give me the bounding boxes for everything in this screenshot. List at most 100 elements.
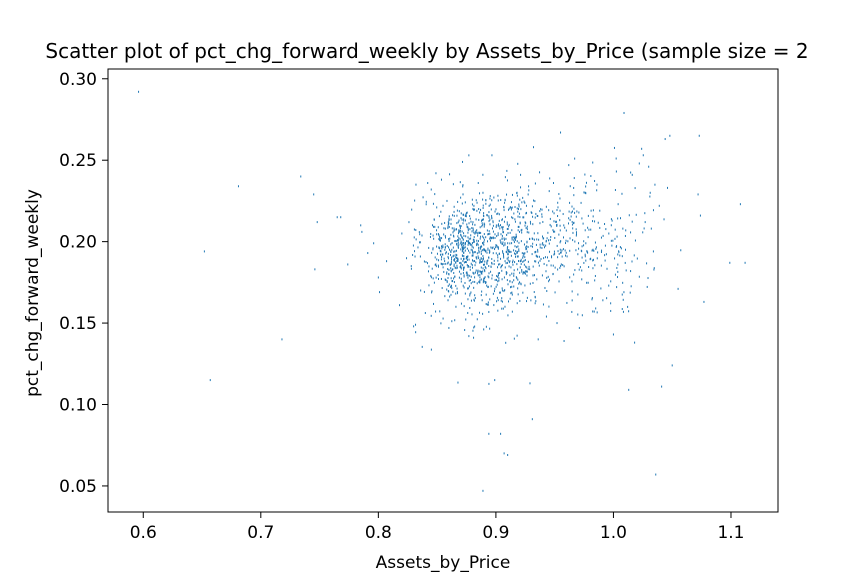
- data-point: [493, 196, 495, 199]
- data-point: [501, 234, 503, 237]
- data-point: [456, 228, 458, 231]
- data-point: [508, 225, 510, 228]
- data-point: [478, 218, 480, 221]
- data-point: [511, 285, 513, 288]
- data-point: [545, 270, 547, 273]
- data-point: [534, 200, 536, 203]
- data-point: [449, 295, 451, 298]
- data-point: [503, 276, 505, 279]
- data-point: [503, 220, 505, 223]
- data-point: [516, 192, 518, 195]
- x-tick-label: 0.7: [247, 523, 274, 543]
- data-point: [497, 234, 499, 237]
- data-point: [538, 264, 540, 267]
- data-point: [560, 240, 562, 243]
- data-point: [460, 280, 462, 283]
- data-point: [452, 183, 454, 186]
- data-point: [559, 219, 561, 222]
- data-point: [508, 261, 510, 264]
- data-point: [614, 228, 616, 231]
- data-point: [460, 240, 462, 243]
- data-point: [472, 229, 474, 232]
- data-point: [592, 267, 594, 270]
- data-point: [510, 207, 512, 210]
- data-point: [531, 237, 533, 240]
- data-point: [428, 284, 430, 287]
- data-point: [507, 232, 509, 235]
- data-point: [438, 238, 440, 241]
- data-point: [564, 226, 566, 229]
- data-point: [605, 228, 607, 231]
- data-point: [610, 239, 612, 242]
- data-point: [463, 247, 465, 249]
- data-point: [482, 204, 484, 207]
- data-point: [478, 280, 480, 283]
- data-point: [488, 276, 490, 279]
- data-point: [595, 246, 597, 249]
- data-point: [476, 252, 478, 255]
- data-point: [528, 189, 530, 192]
- data-point: [471, 243, 473, 246]
- data-point: [536, 255, 538, 258]
- data-point: [448, 326, 450, 329]
- data-point: [461, 250, 463, 253]
- data-point: [496, 213, 498, 216]
- y-tick-label: 0.25: [59, 151, 97, 171]
- data-point: [621, 255, 623, 258]
- data-point: [644, 212, 646, 215]
- data-point: [479, 270, 481, 273]
- data-point: [464, 329, 466, 332]
- data-point: [652, 250, 654, 253]
- data-point: [525, 227, 527, 230]
- data-point: [543, 244, 545, 247]
- data-point: [495, 244, 497, 247]
- data-point: [513, 269, 515, 272]
- data-point: [519, 230, 520, 233]
- data-point: [594, 264, 596, 267]
- data-point: [457, 260, 459, 263]
- data-point: [492, 252, 494, 255]
- data-point: [539, 243, 541, 246]
- data-point: [515, 235, 517, 238]
- data-point: [583, 244, 585, 247]
- data-point: [500, 224, 502, 227]
- data-point: [504, 176, 506, 179]
- data-point: [482, 207, 484, 210]
- data-point: [462, 160, 464, 163]
- data-point: [618, 251, 620, 254]
- data-point: [483, 243, 485, 246]
- data-point: [472, 260, 474, 263]
- data-point: [563, 265, 565, 268]
- data-point: [477, 240, 479, 243]
- data-point: [573, 186, 575, 189]
- data-point: [478, 249, 480, 252]
- data-point: [442, 317, 444, 320]
- data-point: [472, 271, 474, 274]
- data-point: [464, 243, 466, 246]
- data-point: [455, 261, 457, 264]
- data-point: [599, 209, 601, 212]
- data-point: [513, 212, 515, 215]
- data-point: [625, 269, 627, 272]
- data-point: [501, 297, 503, 300]
- data-point: [590, 175, 592, 178]
- data-point: [565, 229, 567, 232]
- data-point: [431, 290, 433, 293]
- data-point: [509, 297, 511, 300]
- data-point: [457, 200, 459, 203]
- data-point: [492, 220, 494, 223]
- data-point: [516, 194, 518, 197]
- data-point: [541, 213, 543, 216]
- data-point: [444, 243, 446, 246]
- data-point: [511, 216, 513, 219]
- data-point: [443, 233, 445, 236]
- data-point: [450, 233, 452, 236]
- data-point: [499, 227, 501, 230]
- data-point: [503, 253, 505, 256]
- data-point: [491, 274, 493, 277]
- data-point: [536, 214, 538, 217]
- data-point: [433, 218, 435, 221]
- data-point: [506, 257, 508, 260]
- data-point: [466, 264, 468, 267]
- data-point: [534, 182, 536, 185]
